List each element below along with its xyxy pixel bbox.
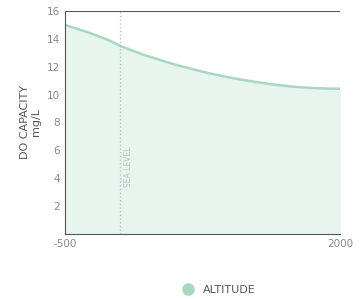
Text: SEA LEVEL: SEA LEVEL <box>124 147 133 187</box>
Legend: ALTITUDE: ALTITUDE <box>172 281 260 300</box>
Y-axis label: DO CAPACITY
mg/L: DO CAPACITY mg/L <box>19 85 41 160</box>
